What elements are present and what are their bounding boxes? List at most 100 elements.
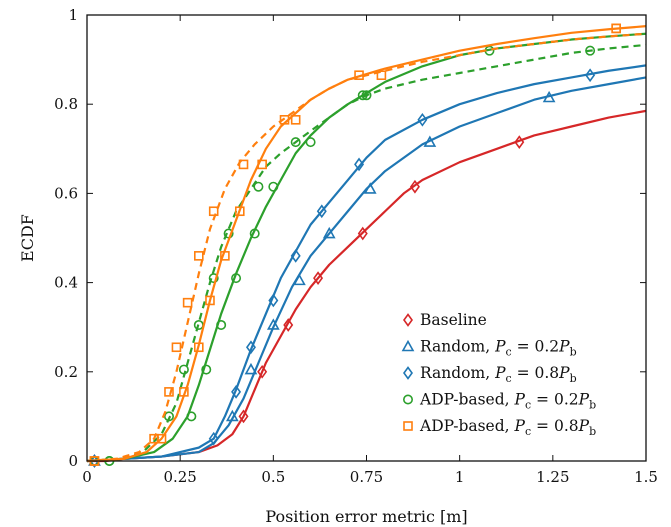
data-point	[290, 248, 301, 263]
data-point	[178, 364, 189, 375]
data-point	[290, 137, 301, 148]
x-tick-label: 0.25	[163, 468, 196, 486]
y-tick-label: 0.8	[54, 95, 78, 113]
data-point	[208, 431, 219, 446]
legend-text-part: c	[525, 399, 531, 412]
data-point	[417, 112, 428, 127]
legend-text-part: P	[514, 391, 526, 409]
legend-entry: ADP-based, Pc = 0.2Pb	[419, 391, 596, 412]
data-point	[171, 342, 182, 353]
legend-text-part: = 0.2	[512, 338, 560, 356]
data-point	[201, 364, 212, 375]
data-point	[293, 273, 306, 286]
data-point	[361, 90, 372, 101]
legend-marker	[402, 394, 413, 405]
data-point	[542, 90, 556, 103]
legend-text-part: P	[494, 364, 506, 382]
series-line	[86, 25, 647, 463]
data-point	[354, 157, 365, 172]
data-point	[376, 70, 387, 81]
y-tick-label: 1	[68, 6, 78, 24]
data-point	[163, 411, 174, 422]
legend-entry: Baseline	[420, 311, 487, 329]
legend-entry: Random, Pc = 0.8Pb	[420, 364, 577, 385]
legend-marker	[403, 421, 413, 431]
data-point	[89, 454, 100, 468]
data-point	[164, 387, 174, 397]
x-axis-label: Position error metric [m]	[265, 507, 467, 526]
data-point	[279, 115, 290, 125]
data-point	[357, 226, 368, 241]
axis-ticks: 0 0.25 0.5 0.75 1 1.25 1.5 0 0.2 0.4 0.6 0.8 1	[54, 6, 658, 486]
data-point	[208, 206, 219, 217]
legend-text-part: = 0.8	[512, 364, 560, 382]
legend-text-part: b	[589, 425, 596, 438]
legend-entry: ADP-based, Pc = 0.8Pb	[419, 417, 596, 438]
data-point	[585, 45, 596, 56]
data-point	[257, 159, 267, 170]
legend-text-part: P	[578, 417, 590, 435]
data-point	[225, 409, 239, 422]
data-point	[268, 181, 279, 192]
legend-text-part: P	[558, 364, 570, 382]
legend-marker	[403, 366, 413, 380]
legend-text-part: b	[570, 372, 577, 385]
data-point	[585, 68, 596, 83]
legend-entry: Random, Pc = 0.2Pb	[420, 338, 577, 359]
data-point	[409, 179, 420, 194]
y-tick-label: 0.4	[54, 274, 78, 292]
series-line	[86, 64, 647, 463]
legend-text-part: P	[494, 338, 506, 356]
plot-area	[86, 23, 647, 468]
data-point	[186, 411, 197, 422]
legend-text-part: c	[506, 372, 512, 385]
legend-text-part: P	[514, 417, 526, 435]
series-line	[86, 43, 647, 463]
x-tick-label: 0.75	[350, 468, 383, 486]
x-tick-label: 1.25	[536, 468, 569, 486]
x-tick-label: 0	[82, 468, 92, 486]
legend-text-part: = 0.8	[531, 417, 579, 435]
data-point	[253, 181, 264, 192]
legend-text-part: b	[570, 346, 577, 359]
data-point	[216, 319, 227, 330]
legend-text-part: ADP-based,	[419, 391, 515, 409]
data-point	[220, 251, 230, 261]
legend-text-part: P	[578, 391, 590, 409]
x-tick-label: 0.5	[261, 468, 285, 486]
data-point	[194, 251, 204, 261]
legend-text-part: c	[506, 346, 512, 359]
data-point	[266, 318, 280, 330]
series-6	[86, 23, 647, 466]
data-point	[238, 409, 249, 424]
data-point	[363, 182, 377, 194]
legend-text-part: ADP-based,	[419, 417, 515, 435]
data-point	[283, 318, 294, 332]
x-tick-label: 1.5	[634, 468, 658, 486]
legend-text-part: Random,	[420, 364, 495, 382]
data-point	[179, 387, 189, 397]
data-point	[208, 273, 219, 284]
data-point	[234, 206, 245, 217]
data-point	[316, 204, 327, 219]
data-point	[231, 273, 242, 284]
data-point	[313, 271, 324, 286]
data-point	[244, 362, 258, 375]
data-point	[611, 23, 621, 34]
data-point	[268, 293, 279, 308]
y-axis-label: ECDF	[18, 214, 37, 262]
legend-text-part: = 0.2	[531, 391, 579, 409]
data-point	[357, 90, 368, 101]
legend-text-part: Random,	[420, 338, 495, 356]
data-point	[205, 295, 215, 306]
data-point	[322, 226, 336, 239]
data-point	[194, 342, 204, 353]
legend-marker	[403, 313, 413, 327]
legend-text-part: c	[525, 425, 531, 438]
data-point	[305, 137, 316, 148]
legend-text-part: b	[589, 399, 596, 412]
series-2	[86, 64, 647, 468]
y-tick-label: 0.6	[54, 184, 78, 202]
